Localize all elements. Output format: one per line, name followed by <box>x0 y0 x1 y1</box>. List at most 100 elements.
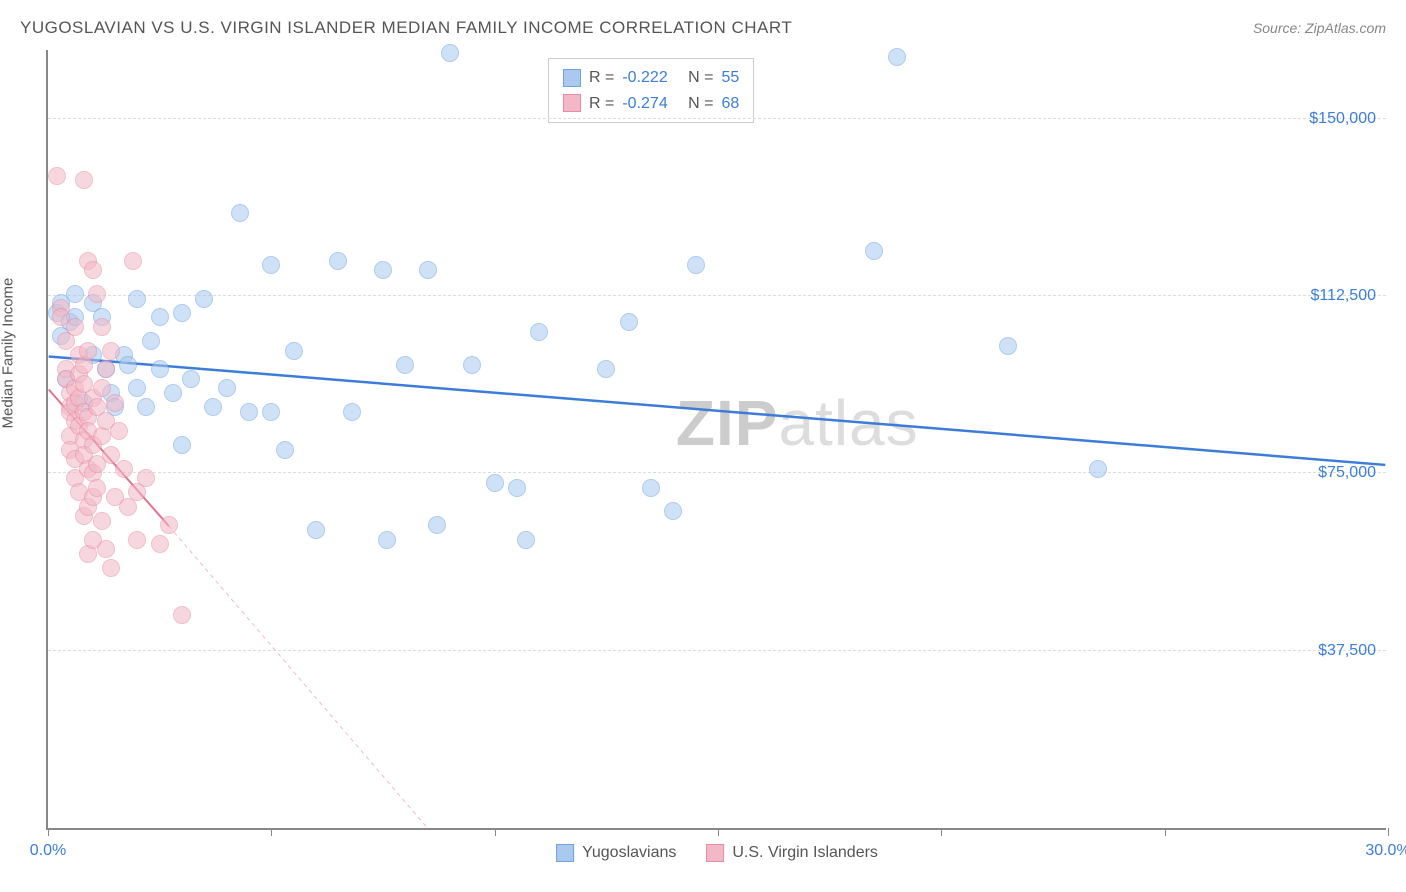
data-point <box>93 512 111 530</box>
gridline <box>48 650 1386 651</box>
gridline <box>48 472 1386 473</box>
x-tick-label: 30.0% <box>1365 842 1406 860</box>
gridline <box>48 295 1386 296</box>
legend-swatch-series2b <box>706 844 724 862</box>
data-point <box>262 256 280 274</box>
trend-lines <box>48 50 1386 828</box>
watermark-rest: atlas <box>778 387 918 459</box>
data-point <box>128 531 146 549</box>
chart-source: Source: ZipAtlas.com <box>1253 20 1386 36</box>
data-point <box>218 379 236 397</box>
data-point <box>137 398 155 416</box>
data-point <box>97 540 115 558</box>
n-value-2: 68 <box>722 91 740 117</box>
n-label-2: N = <box>688 91 713 117</box>
legend-label-series2: U.S. Virgin Islanders <box>732 844 878 862</box>
data-point <box>124 252 142 270</box>
data-point <box>508 479 526 497</box>
data-point <box>182 370 200 388</box>
data-point <box>486 474 504 492</box>
data-point <box>419 261 437 279</box>
n-value-1: 55 <box>722 65 740 91</box>
data-point <box>888 48 906 66</box>
data-point <box>517 531 535 549</box>
data-point <box>240 403 258 421</box>
data-point <box>115 460 133 478</box>
correlation-chart: YUGOSLAVIAN VS U.S. VIRGIN ISLANDER MEDI… <box>0 0 1406 892</box>
data-point <box>396 356 414 374</box>
r-value-1: -0.222 <box>622 65 667 91</box>
data-point <box>110 422 128 440</box>
data-point <box>93 379 111 397</box>
legend-swatch-series1b <box>556 844 574 862</box>
data-point <box>597 360 615 378</box>
data-point <box>151 535 169 553</box>
data-point <box>128 290 146 308</box>
y-axis-label: Median Family Income <box>0 278 17 429</box>
legend-label-series1: Yugoslavians <box>582 844 676 862</box>
chart-header: YUGOSLAVIAN VS U.S. VIRGIN ISLANDER MEDI… <box>20 18 1386 38</box>
data-point <box>428 516 446 534</box>
data-point <box>441 44 459 62</box>
data-point <box>151 360 169 378</box>
data-point <box>48 167 66 185</box>
data-point <box>173 436 191 454</box>
plot-area: ZIPatlas R = -0.222 N = 55 R = -0.274 N … <box>46 50 1386 830</box>
data-point <box>307 521 325 539</box>
gridline <box>48 118 1386 119</box>
data-point <box>102 446 120 464</box>
watermark: ZIPatlas <box>676 386 919 460</box>
data-point <box>93 318 111 336</box>
data-point <box>79 342 97 360</box>
n-label-1: N = <box>688 65 713 91</box>
data-point <box>102 559 120 577</box>
legend-item-series1: Yugoslavians <box>556 844 676 862</box>
x-tick <box>495 828 496 836</box>
data-point <box>142 332 160 350</box>
data-point <box>137 469 155 487</box>
data-point <box>687 256 705 274</box>
data-point <box>66 318 84 336</box>
data-point <box>97 360 115 378</box>
legend-swatch-series2 <box>563 94 581 112</box>
data-point <box>329 252 347 270</box>
data-point <box>160 516 178 534</box>
data-point <box>173 304 191 322</box>
y-tick-label: $150,000 <box>1309 110 1376 128</box>
data-point <box>343 403 361 421</box>
x-tick <box>48 828 49 836</box>
x-tick <box>271 828 272 836</box>
data-point <box>865 242 883 260</box>
data-point <box>75 171 93 189</box>
legend-row-series2: R = -0.274 N = 68 <box>563 91 739 117</box>
legend-swatch-series1 <box>563 69 581 87</box>
x-tick <box>718 828 719 836</box>
x-tick-label: 0.0% <box>30 842 66 860</box>
data-point <box>262 403 280 421</box>
data-point <box>231 204 249 222</box>
data-point <box>664 502 682 520</box>
data-point <box>999 337 1017 355</box>
data-point <box>173 606 191 624</box>
data-point <box>642 479 660 497</box>
y-tick-label: $37,500 <box>1318 642 1376 660</box>
data-point <box>106 394 124 412</box>
data-point <box>1089 460 1107 478</box>
data-point <box>164 384 182 402</box>
legend-row-series1: R = -0.222 N = 55 <box>563 65 739 91</box>
chart-title: YUGOSLAVIAN VS U.S. VIRGIN ISLANDER MEDI… <box>20 18 792 38</box>
data-point <box>374 261 392 279</box>
data-point <box>151 308 169 326</box>
legend-correlation: R = -0.222 N = 55 R = -0.274 N = 68 <box>548 58 754 123</box>
r-value-2: -0.274 <box>622 91 667 117</box>
data-point <box>620 313 638 331</box>
data-point <box>276 441 294 459</box>
data-point <box>128 379 146 397</box>
legend-item-series2: U.S. Virgin Islanders <box>706 844 878 862</box>
data-point <box>378 531 396 549</box>
data-point <box>88 285 106 303</box>
data-point <box>204 398 222 416</box>
y-tick-label: $112,500 <box>1310 287 1376 305</box>
x-tick <box>941 828 942 836</box>
r-label-1: R = <box>589 65 614 91</box>
